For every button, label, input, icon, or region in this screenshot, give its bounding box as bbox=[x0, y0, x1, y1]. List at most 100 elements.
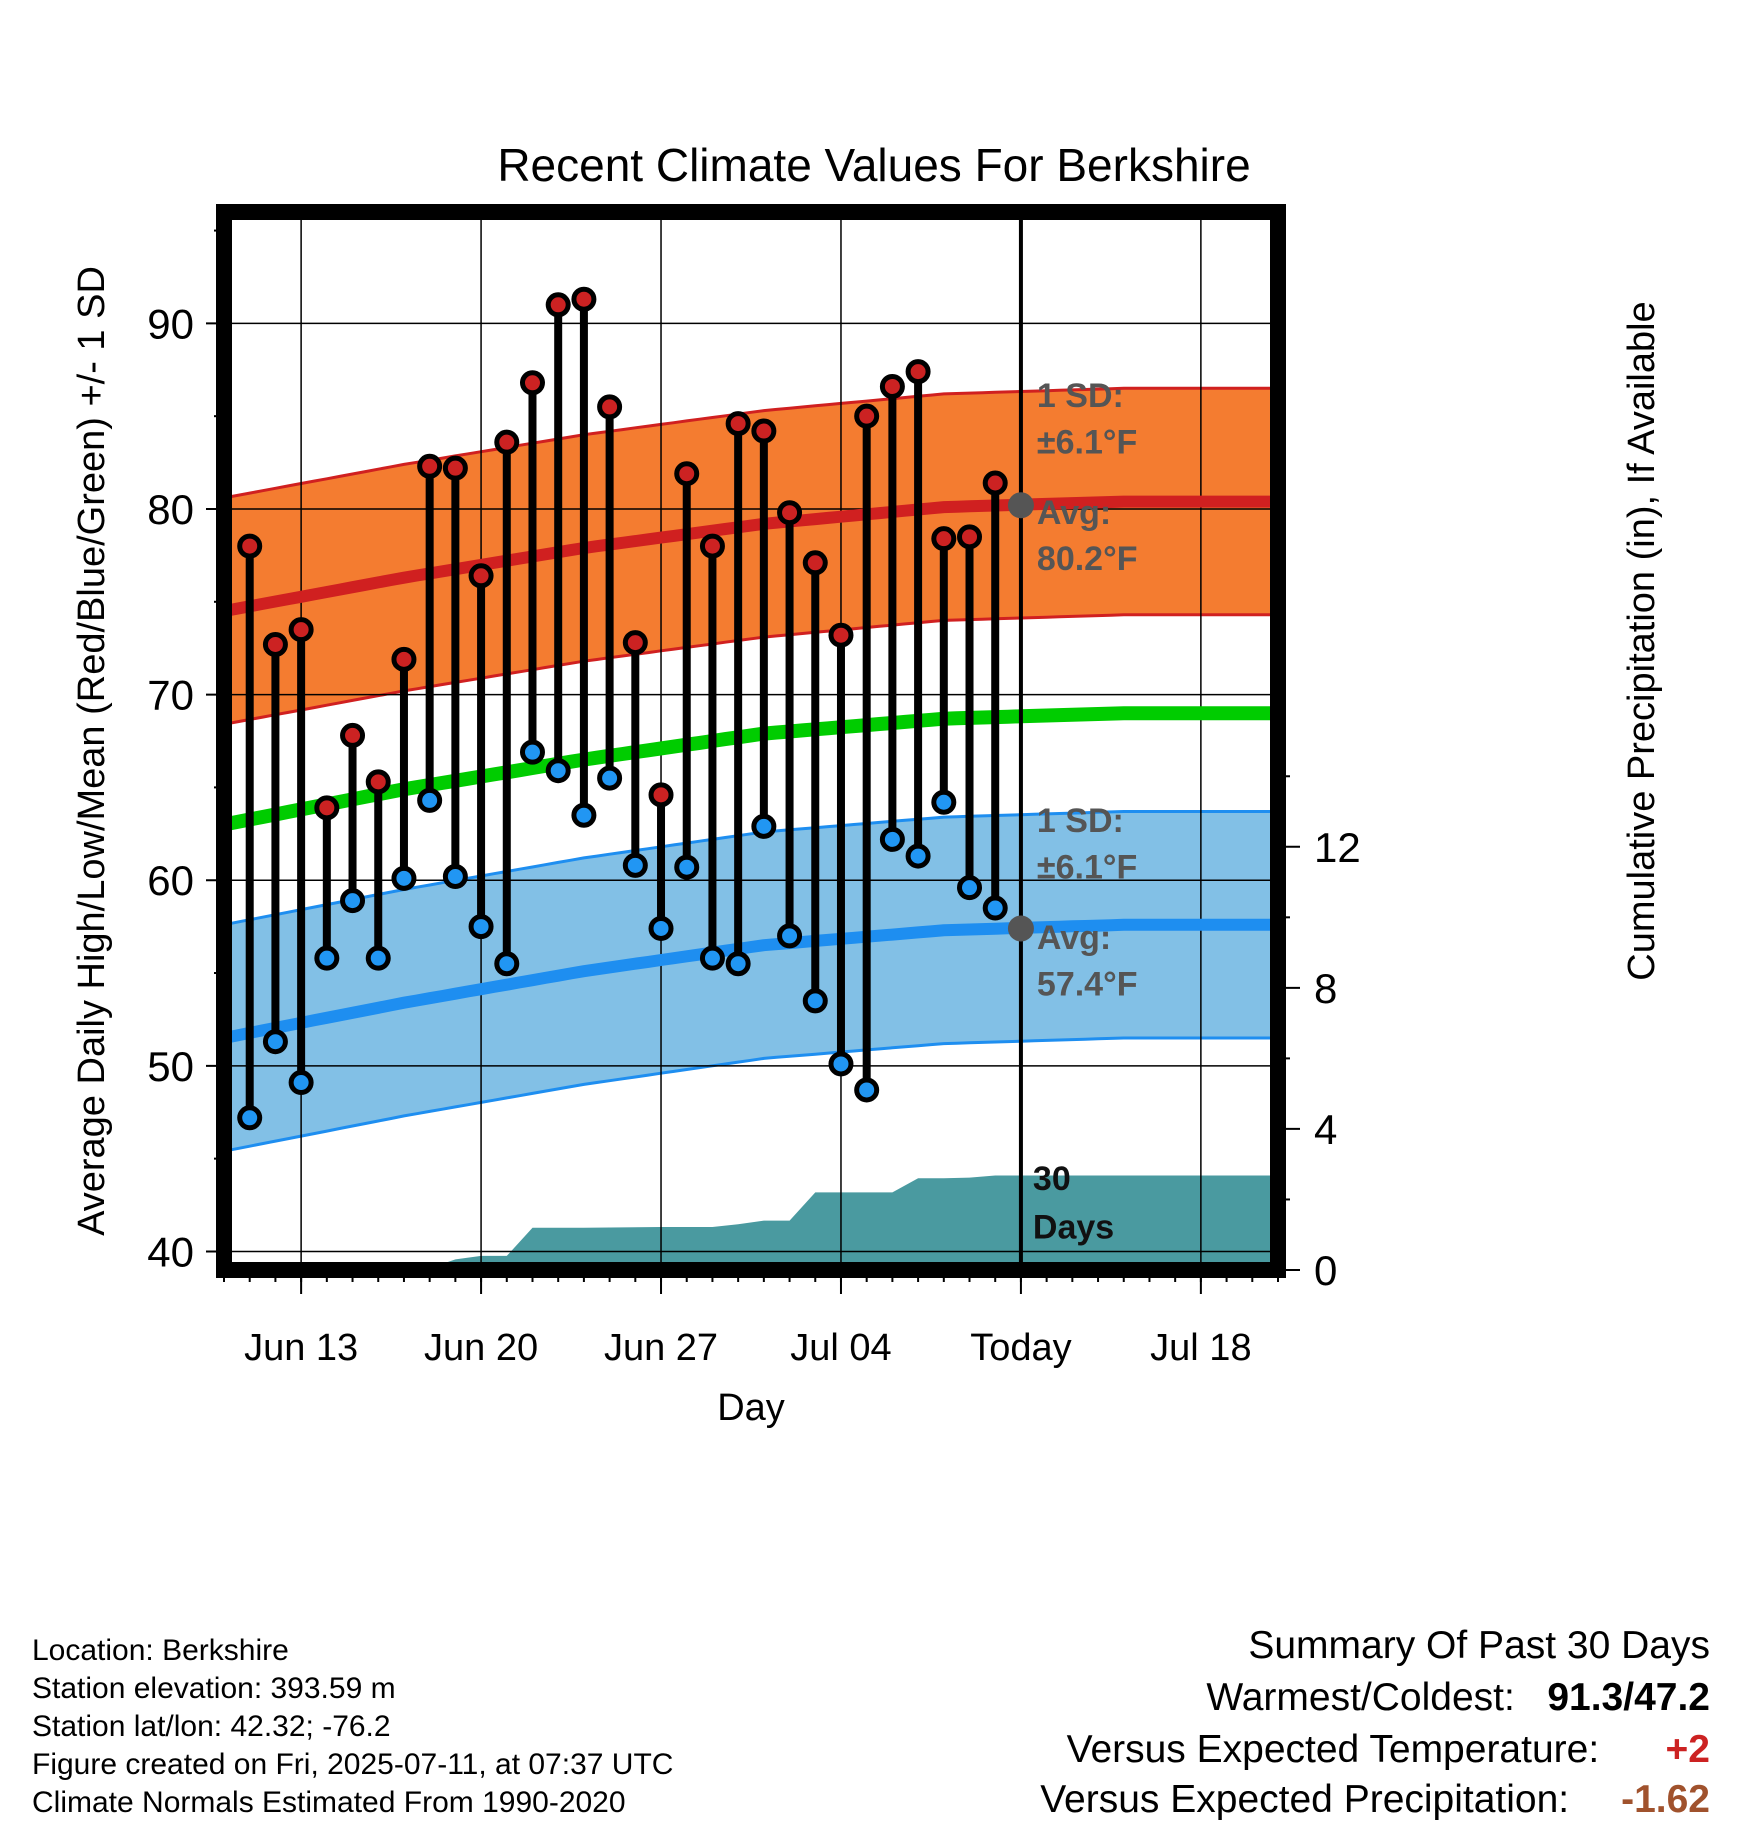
high-sd-band bbox=[224, 388, 1278, 725]
daily-high-point bbox=[468, 563, 494, 589]
right-tick-label: 12 bbox=[1314, 824, 1361, 871]
low-sd-label-value: ±6.1°F bbox=[1037, 848, 1137, 886]
daily-low-point bbox=[622, 852, 648, 878]
summary-warmest-label: Warmest/Coldest: bbox=[1206, 1676, 1515, 1719]
daily-high-point bbox=[622, 630, 648, 656]
daily-low-point bbox=[365, 945, 391, 971]
daily-high-point bbox=[957, 524, 983, 550]
daily-high-point bbox=[519, 370, 545, 396]
daily-high-point bbox=[879, 373, 905, 399]
daily-low-point bbox=[237, 1105, 263, 1131]
daily-high-point bbox=[982, 470, 1008, 496]
daily-high-point bbox=[545, 292, 571, 318]
daily-low-point bbox=[931, 789, 957, 815]
daily-low-point bbox=[519, 739, 545, 765]
x-tick-label: Jun 27 bbox=[604, 1327, 718, 1369]
daily-high-point bbox=[262, 631, 288, 657]
daily-low-point bbox=[571, 802, 597, 828]
precip-label-unit: Days bbox=[1033, 1208, 1114, 1246]
daily-high-point bbox=[597, 394, 623, 420]
daily-low-point bbox=[442, 863, 468, 889]
right-tick-label: 8 bbox=[1314, 965, 1337, 1012]
daily-low-point bbox=[674, 854, 700, 880]
footer-location: Location: Berkshire bbox=[32, 1634, 289, 1667]
daily-high-point bbox=[391, 646, 417, 672]
summary-temp-row: Versus Expected Temperature: +2 bbox=[1067, 1728, 1710, 1772]
low-avg-label-title: Avg: bbox=[1037, 919, 1111, 957]
daily-low-point bbox=[725, 951, 751, 977]
daily-high-point bbox=[699, 533, 725, 559]
right-tick-label: 0 bbox=[1314, 1247, 1337, 1294]
daily-low-point bbox=[262, 1029, 288, 1055]
high-sd-lower-edge bbox=[223, 613, 1278, 726]
daily-low-point bbox=[699, 945, 725, 971]
daily-low-point bbox=[545, 758, 571, 784]
daily-low-point bbox=[854, 1077, 880, 1103]
low-sd-label-title: 1 SD: bbox=[1037, 802, 1124, 840]
low-avg-label-value: 57.4°F bbox=[1037, 965, 1138, 1003]
daily-low-point bbox=[417, 787, 443, 813]
daily-high-point bbox=[314, 795, 340, 821]
daily-low-point bbox=[648, 915, 674, 941]
daily-high-point bbox=[931, 526, 957, 552]
daily-low-point bbox=[905, 843, 931, 869]
daily-low-point bbox=[391, 865, 417, 891]
daily-high-point bbox=[417, 453, 443, 479]
daily-high-point bbox=[725, 411, 751, 437]
x-tick-label: Today bbox=[970, 1327, 1071, 1369]
left-tick-label: 40 bbox=[147, 1228, 194, 1275]
summary-precip-value: -1.62 bbox=[1621, 1778, 1710, 1821]
low-sd-upper-edge bbox=[223, 810, 1278, 927]
summary-precip-row: Versus Expected Precipitation: -1.62 bbox=[1040, 1778, 1710, 1822]
left-tick-label: 80 bbox=[147, 486, 194, 533]
avg-high-line bbox=[222, 495, 1278, 617]
summary-precip-label: Versus Expected Precipitation: bbox=[1040, 1778, 1570, 1821]
daily-low-point bbox=[597, 765, 623, 791]
left-axis-title: Average Daily High/Low/Mean (Red/Blue/Gr… bbox=[71, 266, 113, 1236]
high-avg-label-title: Avg: bbox=[1037, 494, 1111, 532]
daily-high-point bbox=[288, 617, 314, 643]
daily-low-point bbox=[802, 988, 828, 1014]
right-axis-title: Cumulative Precipitation (in), If Availa… bbox=[1621, 301, 1663, 980]
footer-elevation: Station elevation: 393.59 m bbox=[32, 1672, 396, 1705]
high-sd-label-title: 1 SD: bbox=[1037, 377, 1124, 415]
summary-warmest-value: 91.3/47.2 bbox=[1547, 1676, 1710, 1719]
daily-low-point bbox=[751, 813, 777, 839]
x-tick-label: Jul 04 bbox=[790, 1327, 891, 1369]
daily-high-point bbox=[905, 359, 931, 385]
daily-high-point bbox=[365, 769, 391, 795]
daily-low-point bbox=[957, 875, 983, 901]
daily-low-point bbox=[288, 1070, 314, 1096]
left-tick-label: 60 bbox=[147, 857, 194, 904]
x-axis-title: Day bbox=[717, 1387, 785, 1429]
daily-low-point bbox=[879, 826, 905, 852]
daily-high-point bbox=[340, 722, 366, 748]
daily-high-point bbox=[442, 455, 468, 481]
daily-low-point bbox=[468, 914, 494, 940]
daily-high-point bbox=[751, 418, 777, 444]
avg-low-line bbox=[222, 918, 1278, 1044]
high-avg-label-value: 80.2°F bbox=[1037, 540, 1138, 578]
right-tick-label: 4 bbox=[1314, 1106, 1337, 1153]
today-avg-low-marker bbox=[1007, 915, 1034, 942]
today-avg-high-marker bbox=[1007, 492, 1034, 519]
daily-high-point bbox=[494, 429, 520, 455]
daily-high-point bbox=[777, 500, 803, 526]
daily-low-point bbox=[340, 888, 366, 914]
daily-low-point bbox=[314, 945, 340, 971]
daily-high-point bbox=[674, 461, 700, 487]
footer-latlon: Station lat/lon: 42.32; -76.2 bbox=[32, 1710, 391, 1743]
summary-warmest-row: Warmest/Coldest: 91.3/47.2 bbox=[1206, 1676, 1710, 1720]
daily-low-point bbox=[494, 951, 520, 977]
daily-low-point bbox=[777, 923, 803, 949]
summary-temp-label: Versus Expected Temperature: bbox=[1066, 1728, 1600, 1771]
left-tick-label: 70 bbox=[147, 672, 194, 719]
daily-high-point bbox=[237, 533, 263, 559]
x-tick-label: Jul 18 bbox=[1150, 1327, 1251, 1369]
footer-normals: Climate Normals Estimated From 1990-2020 bbox=[32, 1786, 626, 1819]
summary-temp-value: +2 bbox=[1665, 1728, 1710, 1771]
daily-low-point bbox=[828, 1051, 854, 1077]
cumulative-precip-area bbox=[224, 1175, 1278, 1270]
daily-high-point bbox=[802, 550, 828, 576]
